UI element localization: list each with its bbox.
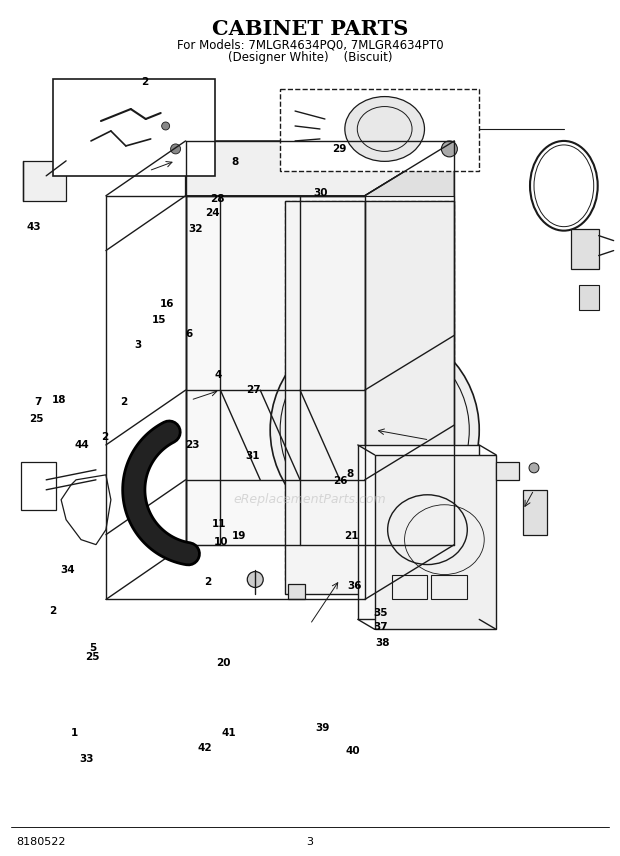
Text: CABINET PARTS: CABINET PARTS bbox=[212, 20, 408, 39]
Text: 32: 32 bbox=[188, 224, 203, 235]
Text: (Designer White)    (Biscuit): (Designer White) (Biscuit) bbox=[228, 51, 392, 64]
Text: 5: 5 bbox=[89, 643, 96, 653]
Polygon shape bbox=[53, 79, 215, 175]
Text: 3: 3 bbox=[135, 340, 142, 350]
Text: 6: 6 bbox=[185, 330, 193, 339]
Text: 27: 27 bbox=[247, 384, 261, 395]
Text: 29: 29 bbox=[332, 144, 346, 154]
Text: 8: 8 bbox=[231, 157, 238, 167]
Text: 15: 15 bbox=[151, 315, 166, 324]
Text: 2: 2 bbox=[120, 397, 127, 407]
Text: 18: 18 bbox=[51, 395, 66, 405]
Text: 2: 2 bbox=[49, 606, 56, 616]
Text: 37: 37 bbox=[373, 621, 388, 632]
Text: 24: 24 bbox=[205, 208, 220, 218]
Text: 2: 2 bbox=[141, 77, 148, 87]
Text: 16: 16 bbox=[159, 300, 174, 309]
Polygon shape bbox=[365, 201, 454, 594]
Polygon shape bbox=[496, 462, 519, 480]
Text: 44: 44 bbox=[74, 440, 89, 450]
Polygon shape bbox=[280, 89, 479, 171]
Circle shape bbox=[170, 144, 180, 154]
Text: 2: 2 bbox=[102, 431, 108, 442]
Text: For Models: 7MLGR4634PQ0, 7MLGR4634PT0: For Models: 7MLGR4634PQ0, 7MLGR4634PT0 bbox=[177, 39, 443, 51]
Text: 21: 21 bbox=[344, 532, 358, 541]
Text: 11: 11 bbox=[211, 519, 226, 528]
Polygon shape bbox=[374, 455, 496, 629]
Text: 30: 30 bbox=[313, 188, 328, 199]
Polygon shape bbox=[358, 445, 479, 620]
Polygon shape bbox=[24, 161, 66, 201]
Text: 41: 41 bbox=[221, 728, 236, 739]
Text: 10: 10 bbox=[214, 538, 228, 547]
Text: 34: 34 bbox=[60, 565, 75, 574]
Polygon shape bbox=[365, 141, 454, 599]
Text: 7: 7 bbox=[35, 396, 42, 407]
Text: 3: 3 bbox=[306, 836, 314, 847]
Text: 35: 35 bbox=[373, 608, 388, 618]
Text: 26: 26 bbox=[333, 476, 347, 486]
Text: 8180522: 8180522 bbox=[16, 836, 66, 847]
Text: 25: 25 bbox=[29, 413, 44, 424]
Text: 33: 33 bbox=[79, 754, 94, 764]
Text: 1: 1 bbox=[71, 728, 78, 739]
Text: 19: 19 bbox=[232, 532, 246, 541]
Text: 2: 2 bbox=[205, 577, 212, 586]
Text: 36: 36 bbox=[347, 581, 361, 591]
Text: 42: 42 bbox=[198, 743, 213, 753]
Text: 20: 20 bbox=[216, 657, 231, 668]
Polygon shape bbox=[288, 585, 305, 599]
Circle shape bbox=[441, 141, 458, 157]
Text: eReplacementParts.com: eReplacementParts.com bbox=[234, 493, 386, 506]
Polygon shape bbox=[21, 462, 56, 509]
Text: 40: 40 bbox=[345, 746, 360, 756]
Ellipse shape bbox=[345, 97, 425, 162]
Polygon shape bbox=[579, 285, 599, 311]
Circle shape bbox=[162, 122, 170, 130]
Text: 23: 23 bbox=[185, 440, 200, 450]
Text: 43: 43 bbox=[27, 223, 42, 233]
Text: 31: 31 bbox=[246, 451, 260, 461]
Text: 28: 28 bbox=[210, 194, 224, 205]
Text: 25: 25 bbox=[86, 651, 100, 662]
Text: 4: 4 bbox=[215, 370, 223, 380]
Text: 39: 39 bbox=[315, 723, 330, 734]
Circle shape bbox=[529, 463, 539, 473]
Text: 8: 8 bbox=[347, 469, 354, 479]
Circle shape bbox=[247, 572, 264, 587]
Text: 38: 38 bbox=[375, 638, 389, 648]
Polygon shape bbox=[571, 229, 599, 269]
Polygon shape bbox=[61, 475, 111, 544]
Polygon shape bbox=[285, 201, 365, 594]
Polygon shape bbox=[185, 196, 454, 544]
Circle shape bbox=[270, 325, 479, 535]
Polygon shape bbox=[185, 141, 454, 196]
Polygon shape bbox=[523, 490, 547, 535]
